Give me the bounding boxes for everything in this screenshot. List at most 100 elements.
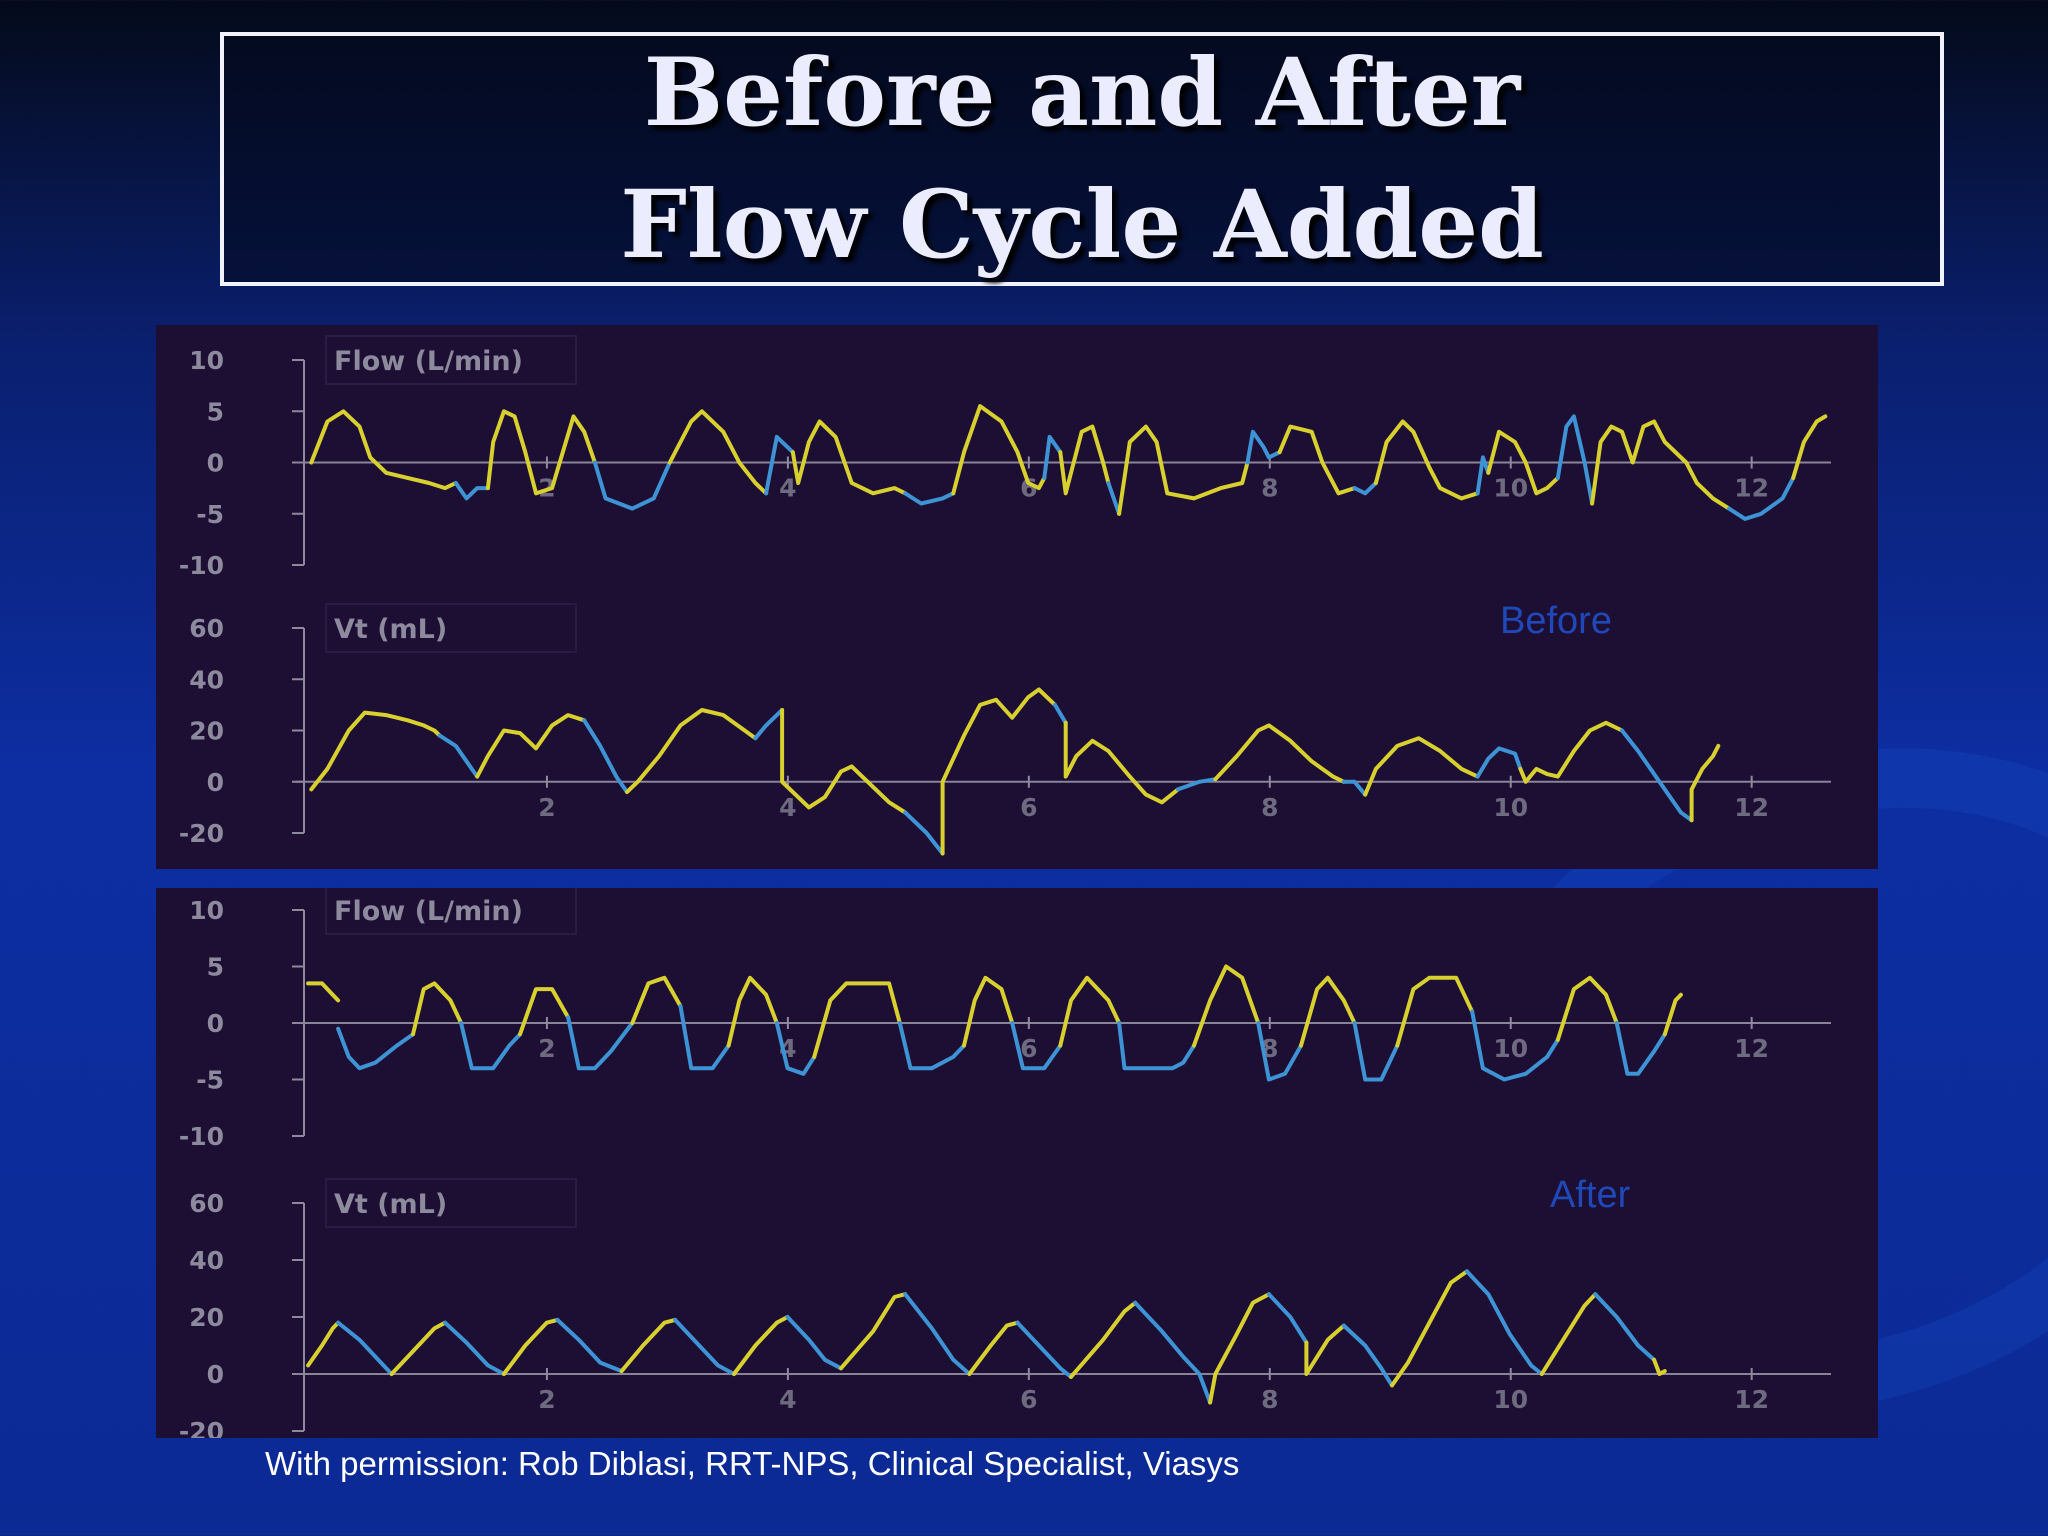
before-vt-trace-segment-exp	[1620, 728, 1694, 823]
before-vt-trace-segment-exp	[1341, 779, 1368, 797]
before-vt-title-box	[325, 603, 577, 653]
after-flow-xtick-label: 10	[1493, 1034, 1528, 1063]
before-flow-trace-segment-exp	[1245, 429, 1282, 465]
before-vt-trace-segment-exp	[582, 718, 629, 794]
before-chart-svg: 10 5 0 -5 -10 2 4 6 8 10 12 Flow (L/min) 60 40 20 0 -20 2…	[179, 335, 1831, 856]
after-vt-trace-segment-exp	[673, 1317, 736, 1376]
title-box: Before and After Flow Cycle Added	[220, 32, 1944, 286]
before-flow-ytick-label: 0	[207, 449, 224, 478]
after-flow-title: Flow (L/min)	[334, 896, 523, 927]
before-vt-trace-segment-insp	[1518, 720, 1624, 784]
before-vt-chart: 60 40 20 0 -20 2 4 6 8 10 12 Vt (mL)	[179, 603, 1831, 856]
before-flow-ytick-label: 10	[189, 346, 224, 375]
before-vt-title: Vt (mL)	[334, 614, 447, 645]
before-vt-trace-segment-insp	[1213, 723, 1346, 784]
after-flow-trace-segment-insp	[411, 981, 464, 1037]
after-panel: 10 5 0 -5 -10 2 4 6 8 10 12 Flow (L/min) 60 40 20 0 -20 2…	[156, 888, 1878, 1438]
after-vt-trace-segment-insp	[1069, 1300, 1138, 1379]
after-vt-ytick-label: -20	[179, 1417, 224, 1438]
before-vt-trace-segment-exp	[1176, 777, 1218, 792]
after-flow-trace-segment-insp	[812, 981, 902, 1059]
before-flow-trace-segment-exp	[592, 460, 672, 511]
after-flow-trace-segment-exp	[1117, 1021, 1196, 1071]
before-flow-trace-segment-insp	[485, 409, 597, 496]
after-vt-trace-segment-exp	[1133, 1300, 1213, 1405]
after-chart-svg: 10 5 0 -5 -10 2 4 6 8 10 12 Flow (L/min) 60 40 20 0 -20 2…	[179, 888, 1831, 1438]
before-vt-xtick-label: 6	[1020, 793, 1037, 822]
after-vt-title: Vt (mL)	[334, 1189, 447, 1220]
after-flow-trace-segment-exp	[1614, 1021, 1667, 1076]
before-flow-ytick-label: -5	[196, 500, 224, 529]
before-vt-trace-segment-insp	[1063, 720, 1180, 805]
after-vt-trace-segment-insp	[619, 1317, 678, 1374]
after-flow-xtick-label: 12	[1734, 1034, 1769, 1063]
after-vt-trace-segment-exp	[1464, 1269, 1544, 1376]
after-flow-trace-segment-exp	[459, 1021, 522, 1071]
before-vt-trace-segment-exp	[1053, 702, 1068, 725]
after-vt-xtick-label: 2	[538, 1385, 555, 1414]
before-flow-xtick-label: 12	[1734, 474, 1769, 503]
after-vt-trace-segment-insp	[1304, 1323, 1346, 1376]
after-vt-trace-segment-exp	[1266, 1292, 1309, 1345]
before-vt-ytick-label: 60	[189, 614, 224, 643]
before-flow-xtick-label: 6	[1020, 474, 1037, 503]
before-vt-xtick-label: 4	[779, 793, 796, 822]
after-vt-ytick-label: 40	[189, 1246, 224, 1275]
before-flow-trace-segment-exp	[453, 481, 490, 501]
before-vt-ytick-label: -20	[179, 819, 224, 848]
after-flow-xtick-label: 6	[1020, 1034, 1037, 1063]
before-flow-trace-segment-insp	[667, 409, 769, 496]
before-flow-title: Flow (L/min)	[334, 346, 523, 377]
before-vt-ytick-label: 40	[189, 665, 224, 694]
after-flow-trace-segment-insp	[726, 975, 779, 1048]
before-flow-trace-segment-insp	[1277, 424, 1357, 496]
after-vt-ytick-label: 60	[189, 1189, 224, 1218]
after-flow-trace-segment-exp	[1470, 1009, 1560, 1082]
after-flow-trace-segment-insp	[630, 975, 683, 1025]
after-vt-trace-segment-exp	[336, 1320, 394, 1376]
after-vt-trace-segment-insp	[839, 1292, 908, 1371]
after-flow-ytick-label: 0	[207, 1009, 224, 1038]
after-vt-trace-segment-exp	[555, 1317, 624, 1374]
after-flow-trace-segment-insp	[1662, 992, 1683, 1037]
after-flow-trace-segment-exp	[566, 1015, 635, 1071]
before-flow-trace-segment-exp	[903, 491, 956, 506]
before-flow-trace-segment-exp	[1352, 481, 1378, 496]
after-vt-trace-segment-insp	[501, 1317, 560, 1376]
after-flow-title-box	[325, 888, 577, 935]
before-vt-trace-segment-insp	[309, 710, 442, 792]
before-flow-trace-segment-insp	[951, 404, 1047, 496]
before-vt-trace-segment-exp	[1475, 746, 1523, 779]
after-flow-trace-segment-insp	[1395, 975, 1475, 1048]
after-vt-trace-segment-insp	[1652, 1357, 1667, 1376]
before-vt-trace-segment-insp	[1363, 736, 1480, 797]
after-flow-trace-segment-exp	[678, 1004, 731, 1071]
after-flow-trace-segment-insp	[1299, 975, 1357, 1048]
after-vt-trace-segment-insp	[1390, 1269, 1469, 1388]
before-flow-trace-segment-insp	[1117, 424, 1250, 516]
before-flow-trace-segment-exp	[1555, 414, 1595, 506]
after-flow-trace-segment-exp	[1010, 1021, 1063, 1071]
after-vt-ytick-label: 20	[189, 1303, 224, 1332]
after-vt-trace-segment-exp	[1341, 1323, 1394, 1388]
after-flow-trace-segment-exp	[1352, 1021, 1400, 1082]
before-vt-trace-segment-insp	[1689, 743, 1721, 823]
before-flow-trace-segment-insp	[1373, 419, 1480, 501]
before-vt-trace-segment-exp	[437, 733, 480, 779]
before-flow-trace-segment-insp	[1058, 424, 1111, 496]
before-vt-trace-segment-insp	[475, 713, 587, 779]
after-flow-trace-segment-insp	[1058, 975, 1122, 1048]
after-flow-trace-segment-exp	[1256, 1021, 1303, 1082]
after-flow-trace-segment-exp	[336, 1026, 415, 1071]
before-vt-xtick-label: 10	[1493, 793, 1528, 822]
before-flow-trace-segment-insp	[1486, 429, 1560, 496]
before-label: Before	[1500, 600, 1612, 642]
before-vt-trace-segment-insp	[940, 687, 1057, 856]
after-vt-xtick-label: 6	[1020, 1385, 1037, 1414]
before-vt-xtick-label: 8	[1261, 793, 1278, 822]
before-flow-trace-segment-exp	[1727, 475, 1796, 521]
after-flow-trace-segment-insp	[518, 987, 571, 1037]
after-vt-trace-segment-exp	[443, 1320, 506, 1376]
after-flow-ytick-label: -10	[179, 1122, 224, 1151]
